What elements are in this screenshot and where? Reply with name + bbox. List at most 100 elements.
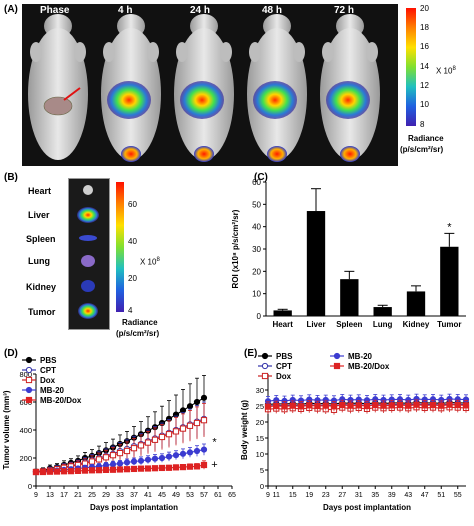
data-point (200, 394, 208, 401)
data-point (144, 465, 152, 472)
legend-label: Dox (40, 376, 56, 385)
x-axis-label: Days post implantation (323, 503, 411, 512)
x-tick-label: 29 (102, 492, 110, 499)
organ-heart-glow (83, 185, 93, 195)
data-point (137, 457, 145, 464)
panel-b-colorbar (116, 182, 124, 312)
time-label-2: 24 h (190, 5, 211, 16)
data-point (60, 468, 68, 475)
time-label-3: 48 h (262, 5, 283, 16)
x-tick-label: 19 (305, 492, 313, 499)
tail-signal (194, 146, 214, 162)
data-point (289, 402, 296, 409)
data-point (347, 402, 354, 409)
tumor-signal (326, 81, 370, 119)
mouse-arm-left (176, 42, 188, 62)
mouse-arm-right (366, 42, 378, 62)
x-tick-label: 51 (437, 492, 445, 499)
data-point (372, 401, 379, 409)
data-point (123, 447, 131, 455)
tail-signal (267, 146, 287, 162)
mouse-arm-right (293, 42, 305, 62)
time-label-4: 72 h (334, 5, 355, 16)
x-tick-label: 45 (158, 492, 166, 499)
data-point (116, 466, 124, 473)
data-point (186, 403, 194, 410)
organ-glows (77, 185, 99, 319)
data-point (25, 376, 33, 384)
x-tick-label: 21 (74, 492, 82, 499)
data-point (261, 372, 269, 380)
mouse-3 (247, 14, 307, 162)
tail-signal (340, 146, 360, 162)
y-tick-label: 600 (19, 398, 32, 407)
data-point (123, 459, 131, 466)
x-tick-label: 25 (88, 492, 96, 499)
cb-a-tick-5: 10 (420, 100, 429, 109)
data-point (172, 452, 180, 459)
y-tick-label: 800 (19, 370, 32, 379)
data-point (193, 447, 201, 455)
data-point (144, 456, 152, 463)
data-point (200, 461, 208, 469)
panel-e-label: (E) (244, 348, 258, 359)
organ-kidney-glow (81, 280, 95, 292)
x-tick-label: 41 (144, 492, 152, 499)
y-tick-label: 10 (252, 290, 261, 299)
data-point (46, 468, 54, 475)
x-tick-label: Spleen (336, 320, 362, 329)
y-tick-label: 60 (252, 178, 261, 187)
data-point (102, 454, 110, 461)
data-point (261, 362, 269, 370)
data-point (363, 402, 371, 410)
data-point (438, 402, 445, 409)
y-axis-label: Tumor volume (mm³) (2, 390, 11, 469)
data-point (109, 461, 117, 468)
data-point (264, 403, 272, 410)
bar-kidney (406, 291, 426, 316)
data-point (165, 464, 173, 471)
mouse-4 (320, 14, 380, 162)
tumor-signal (180, 81, 224, 119)
x-tick-label: 15 (289, 492, 297, 499)
data-point (380, 402, 387, 409)
legend-label: MB-20/Dox (348, 362, 390, 371)
legend-label: PBS (40, 356, 57, 365)
tumor-signal (107, 81, 151, 119)
cb-a-title: Radiance (408, 134, 444, 143)
data-point (165, 431, 173, 438)
bar-tumor (440, 246, 459, 316)
y-axis-label: ROI (x10⁸ p/s/cm²/sr) (231, 209, 240, 288)
time-label-0: Phase (40, 5, 70, 16)
data-point (158, 433, 166, 441)
organ-label-1: Liver (28, 210, 50, 220)
panel-d-label: (D) (4, 348, 18, 359)
panel-e-chart: 0 5 10 15 20 25 30 9 11 15 19 23 27 31 35 39 43 47 51 55 Day… (240, 352, 470, 512)
legend-label: MB-20 (348, 352, 373, 361)
cb-b-tick-1: 40 (128, 237, 137, 246)
data-point (109, 466, 117, 473)
data-point (25, 396, 33, 404)
x-tick-label: 27 (338, 492, 346, 499)
data-point (151, 455, 159, 462)
cb-a-tick-3: 14 (420, 62, 429, 71)
data-point (297, 403, 305, 410)
tumor-arrow (63, 87, 81, 101)
y-tick-label: 0 (28, 482, 32, 491)
legend-label: MB-20/Dox (40, 396, 82, 405)
data-point (429, 401, 437, 409)
data-point (130, 458, 138, 465)
mouse-arm-right (147, 42, 159, 62)
data-point (333, 352, 341, 360)
x-tick-label: 9 (266, 492, 270, 499)
data-point (179, 464, 187, 471)
x-tick-label: 13 (46, 492, 54, 499)
organ-label-2: Spleen (26, 234, 56, 244)
data-point (179, 450, 187, 457)
tumor-signal (253, 81, 297, 119)
mouse-2 (174, 14, 234, 162)
x-tick-label: 23 (322, 492, 330, 499)
mouse-arm-left (103, 42, 115, 62)
data-point (116, 450, 124, 457)
x-tick-label: 35 (371, 492, 379, 499)
